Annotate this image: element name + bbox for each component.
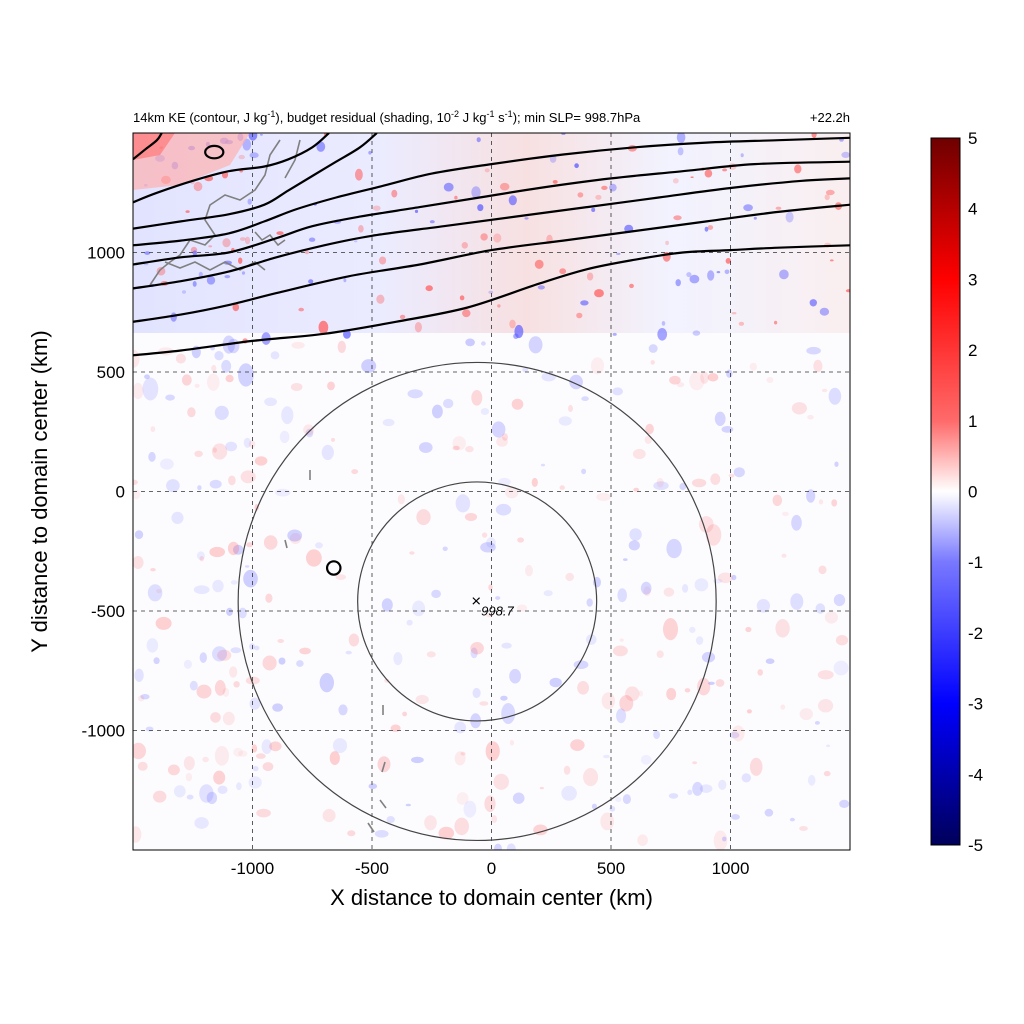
ke-contour-closed [204,144,225,160]
ke-contour-line [133,133,378,230]
min-slp-label: 998.7 [481,603,514,618]
x-tick-label: -1000 [231,859,274,878]
y-tick-label: -500 [91,602,125,621]
colorbar-tick-label: -5 [968,836,983,855]
colorbar-tick-label: -4 [968,765,983,784]
colorbar-tick-label: -1 [968,553,983,572]
colorbar-tick-label: 4 [968,200,977,219]
ke-contour-line [133,244,850,357]
x-tick-label: -500 [355,859,389,878]
range-circles [237,361,717,842]
colorbar-tick-label: 2 [968,341,977,360]
x-tick-label: 500 [597,859,625,878]
plot-frame [132,132,851,851]
forecast-time-label: +22.2h [810,110,850,125]
y-tick-labels: -1000 -500 0 500 1000 [82,244,125,741]
storm-center: ×998.7 [471,591,514,618]
range-circle [237,361,717,842]
range-circle [357,481,598,722]
ke-contour-line [133,136,850,247]
x-axis-label: X distance to domain center (km) [330,885,653,910]
y-tick-label: 1000 [87,244,125,263]
ke-contour-line [133,177,850,290]
x-tick-label: 1000 [712,859,750,878]
x-tick-labels: -1000 -500 0 500 1000 [231,859,750,878]
ke-contour-line [133,160,850,266]
y-tick-label: -1000 [82,722,125,741]
colorbar [930,137,961,846]
colorbar-tick-labels: 5 4 3 2 1 0 -1 -2 -3 -4 -5 [968,129,983,855]
coastline [149,139,387,833]
colorbar-tick-label: -2 [968,624,983,643]
y-axis-label: Y distance to domain center (km) [27,330,52,652]
colorbar-tick-label: 1 [968,412,977,431]
storm-center-marker: × [471,591,481,610]
y-tick-label: 500 [97,363,125,382]
ke-contour-line [133,133,163,161]
ke-contour-line [133,133,330,204]
ke-contour-closed [325,560,342,576]
colorbar-tick-label: 3 [968,270,977,289]
shading-field [133,133,850,850]
colorbar-tick-label: -3 [968,695,983,714]
ke-contour-line [133,203,850,323]
colorbar-tick-label: 0 [968,483,977,502]
ke-contours [133,133,850,576]
residual-noise [133,133,850,850]
chart-title: 14km KE (contour, J kg-1), budget residu… [133,109,641,125]
colorbar-tick-label: 5 [968,129,977,148]
y-tick-label: 0 [116,483,125,502]
x-tick-label: 0 [487,859,496,878]
